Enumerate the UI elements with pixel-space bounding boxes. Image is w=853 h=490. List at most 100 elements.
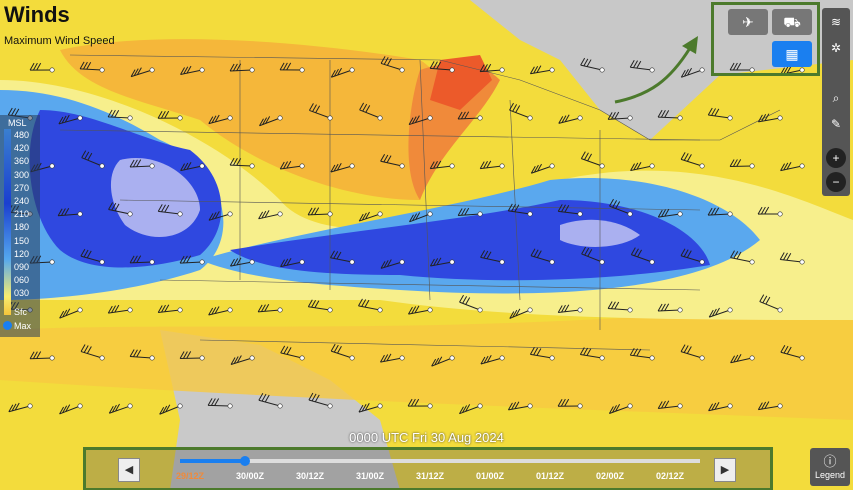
legend-button[interactable]: ⓘ Legend bbox=[810, 448, 850, 486]
barb bbox=[436, 160, 442, 169]
barb bbox=[210, 398, 216, 406]
altitude-level[interactable]: 030 bbox=[14, 288, 30, 299]
barb bbox=[161, 204, 166, 212]
color-strip bbox=[4, 129, 11, 315]
barb bbox=[431, 358, 437, 367]
barb bbox=[149, 259, 155, 265]
altitude-level[interactable]: 180 bbox=[14, 222, 30, 233]
barb bbox=[149, 355, 155, 361]
barb bbox=[427, 211, 433, 217]
barb bbox=[36, 62, 42, 71]
search-button[interactable]: ⌕ bbox=[832, 91, 840, 105]
barb bbox=[77, 115, 83, 121]
barb bbox=[433, 258, 439, 266]
barb bbox=[608, 406, 614, 414]
barb bbox=[84, 151, 90, 160]
barb bbox=[477, 403, 483, 409]
barb bbox=[727, 115, 733, 121]
time-step[interactable]: 29/12Z bbox=[175, 471, 205, 481]
layers-button[interactable]: ≋ bbox=[830, 15, 842, 29]
wind-zone bbox=[0, 300, 853, 420]
barb bbox=[661, 209, 667, 217]
barb bbox=[365, 211, 370, 220]
barb bbox=[164, 304, 170, 312]
altitude-level[interactable]: 270 bbox=[14, 182, 30, 193]
barb bbox=[214, 114, 220, 123]
barb bbox=[299, 67, 305, 73]
barb bbox=[133, 68, 139, 76]
barb bbox=[727, 211, 733, 217]
settings-button[interactable]: ✲ bbox=[830, 41, 842, 55]
barb bbox=[227, 403, 233, 409]
barb bbox=[564, 114, 570, 123]
barb bbox=[386, 58, 392, 66]
altitude-level[interactable]: 120 bbox=[14, 248, 30, 259]
zoom-out-button[interactable]: − bbox=[826, 172, 846, 192]
barb bbox=[277, 115, 283, 121]
altitude-level[interactable]: 150 bbox=[14, 235, 30, 246]
airplane-button[interactable]: ✈ bbox=[728, 9, 768, 35]
altitude-level[interactable]: 420 bbox=[14, 143, 30, 154]
altitude-level[interactable]: 360 bbox=[14, 156, 30, 167]
barb bbox=[283, 161, 288, 169]
altitude-level[interactable]: 090 bbox=[14, 262, 30, 272]
barb bbox=[557, 204, 563, 212]
barb bbox=[783, 345, 789, 354]
barb bbox=[577, 115, 583, 121]
helicopter-button[interactable]: ⛟ bbox=[772, 9, 812, 35]
barb bbox=[411, 116, 417, 124]
time-step[interactable]: 02/00Z bbox=[595, 471, 625, 481]
barb bbox=[411, 306, 417, 314]
barb bbox=[707, 207, 713, 216]
barb bbox=[227, 115, 233, 121]
barb bbox=[359, 102, 365, 111]
edit-button[interactable]: ✎ bbox=[830, 117, 842, 131]
altitude-level[interactable]: 210 bbox=[14, 209, 30, 220]
barb bbox=[177, 403, 183, 409]
barb bbox=[777, 307, 783, 313]
barb bbox=[530, 166, 536, 174]
barb bbox=[661, 400, 666, 409]
barb bbox=[414, 305, 420, 314]
barb bbox=[312, 104, 317, 112]
barb bbox=[427, 307, 433, 313]
next-button[interactable]: ▶ bbox=[714, 458, 736, 482]
altitude-level[interactable]: 300 bbox=[14, 169, 30, 180]
time-step[interactable]: 31/12Z bbox=[415, 471, 445, 481]
altitude-level[interactable]: 480 bbox=[14, 130, 30, 140]
barb bbox=[77, 211, 83, 217]
barb bbox=[430, 258, 435, 267]
barb bbox=[180, 163, 186, 171]
altitude-level[interactable]: 060 bbox=[14, 275, 30, 286]
time-step[interactable]: 30/12Z bbox=[295, 471, 325, 481]
barb bbox=[129, 159, 135, 168]
barb bbox=[229, 63, 235, 72]
barb bbox=[599, 67, 605, 73]
barb bbox=[436, 257, 442, 266]
max-level[interactable]: Max bbox=[14, 321, 32, 331]
barb bbox=[86, 62, 92, 70]
time-step[interactable]: 01/00Z bbox=[475, 471, 505, 481]
barb bbox=[630, 247, 636, 255]
barb bbox=[664, 208, 670, 217]
barb bbox=[708, 403, 714, 411]
barb bbox=[83, 249, 89, 258]
time-step[interactable]: 30/00Z bbox=[235, 471, 265, 481]
barb bbox=[330, 250, 335, 258]
barb bbox=[283, 346, 289, 354]
time-step[interactable]: 01/12Z bbox=[535, 471, 565, 481]
time-step[interactable]: 02/12Z bbox=[655, 471, 685, 481]
barb bbox=[32, 351, 38, 359]
wind-zone bbox=[110, 158, 200, 237]
barb bbox=[733, 251, 739, 259]
barb bbox=[327, 307, 333, 313]
barb bbox=[560, 398, 566, 407]
altitude-level[interactable]: 240 bbox=[14, 196, 30, 206]
previous-button[interactable]: ◀ bbox=[118, 458, 140, 482]
zoom-in-button[interactable]: + bbox=[826, 148, 846, 168]
barb bbox=[227, 307, 233, 313]
barb bbox=[310, 207, 316, 215]
time-step[interactable]: 31/00Z bbox=[355, 471, 385, 481]
surface-level[interactable]: Sfc bbox=[14, 307, 28, 317]
calendar-button[interactable]: ▦ bbox=[772, 41, 812, 67]
